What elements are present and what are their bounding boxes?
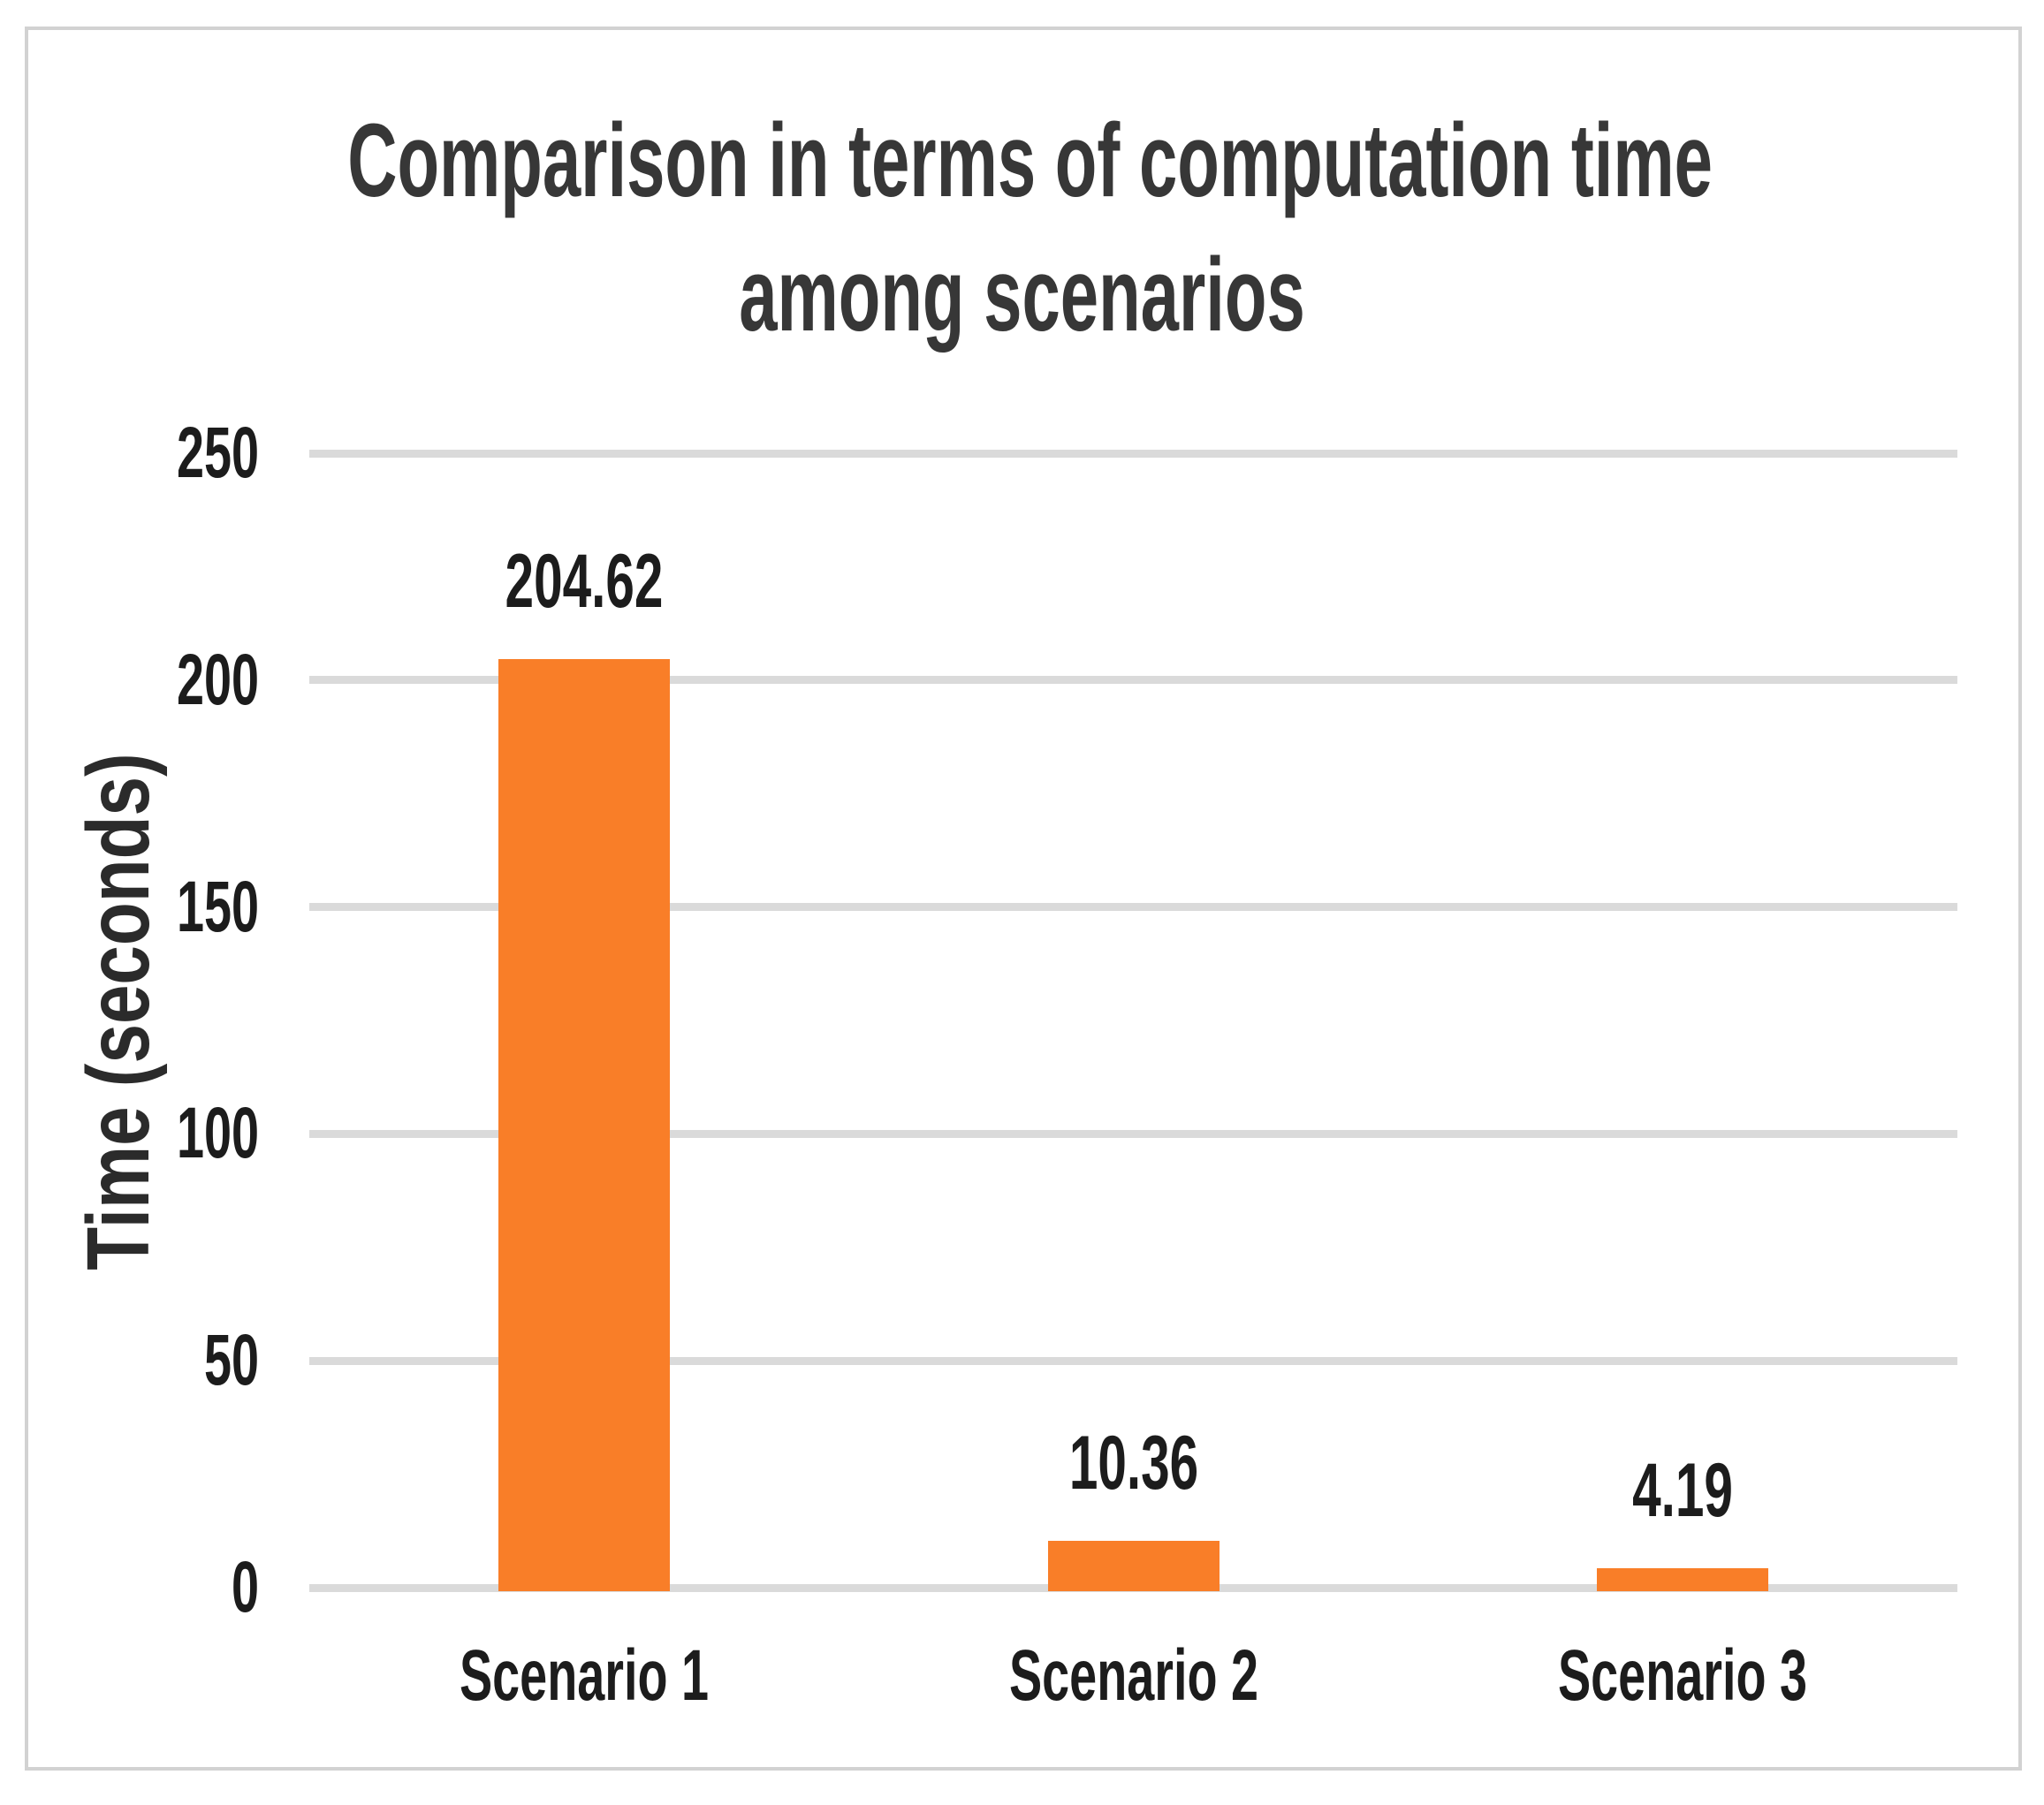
- gridline-150: [309, 903, 1957, 912]
- gridline-100: [309, 1129, 1957, 1138]
- x-category-label-scenario-1: Scenario 1: [459, 1635, 709, 1716]
- bar-value-label-scenario-3: 4.19: [1632, 1448, 1734, 1534]
- y-axis-title: Time (seconds): [69, 753, 168, 1270]
- chart-border-frame: [25, 27, 2022, 1771]
- chart-title-line-2: among scenarios: [739, 237, 1305, 353]
- y-tick-label-200: 200: [176, 639, 259, 720]
- x-category-label-scenario-3: Scenario 3: [1558, 1635, 1808, 1716]
- gridline-200: [309, 676, 1957, 685]
- y-tick-label-100: 100: [176, 1093, 259, 1174]
- bar-scenario-3: [1597, 1568, 1769, 1592]
- bar-value-label-scenario-1: 204.62: [505, 539, 664, 625]
- chart-title: Comparison in terms of computation time …: [347, 94, 1713, 362]
- bar-value-label-scenario-2: 10.36: [1068, 1420, 1198, 1505]
- gridline-50: [309, 1356, 1957, 1365]
- y-tick-label-0: 0: [231, 1547, 259, 1627]
- bar-scenario-1: [498, 659, 670, 1592]
- x-category-label-scenario-2: Scenario 2: [1008, 1635, 1258, 1716]
- y-tick-label-250: 250: [176, 413, 259, 493]
- bar-scenario-2: [1047, 1540, 1220, 1592]
- chart-title-line-1: Comparison in terms of computation time: [347, 102, 1713, 219]
- y-tick-label-150: 150: [176, 866, 259, 947]
- gridline-250: [309, 449, 1957, 458]
- y-tick-label-50: 50: [203, 1320, 259, 1401]
